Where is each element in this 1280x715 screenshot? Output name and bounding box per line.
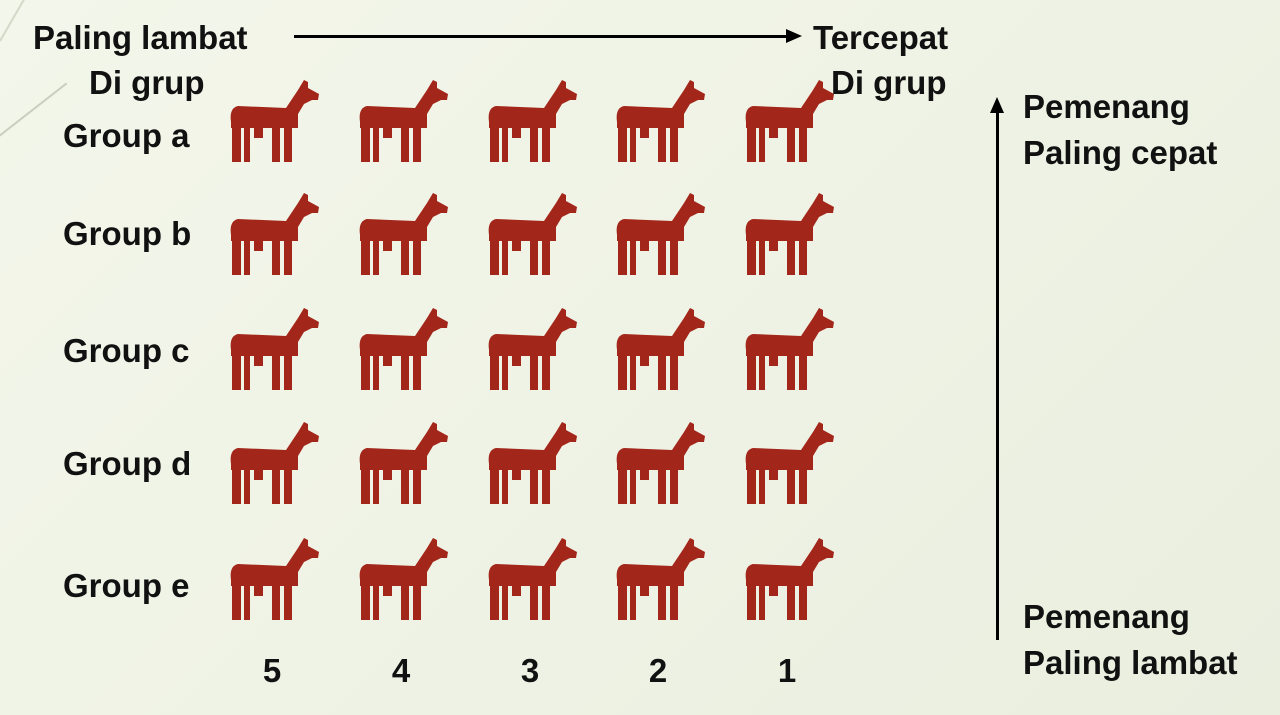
horse-icon (357, 78, 449, 164)
horse-icon (228, 306, 320, 392)
horse-icon (357, 536, 449, 622)
group-label-b: Group b (63, 215, 192, 252)
rank-label-5: 5 (262, 652, 282, 689)
horse-icon (228, 536, 320, 622)
horse-icon (357, 420, 449, 506)
rank-label-2: 2 (648, 652, 668, 689)
vertical-arrow-line (996, 110, 999, 640)
horse-icon (743, 191, 835, 277)
horse-icon (486, 420, 578, 506)
fastest-label-line2: Di grup (831, 64, 947, 101)
horse-icon (743, 420, 835, 506)
horse-icon (614, 306, 706, 392)
slowest-winner-label-line2: Paling lambat (1023, 644, 1238, 681)
horse-icon (614, 420, 706, 506)
group-label-a: Group a (63, 117, 190, 154)
horse-icon (614, 536, 706, 622)
horse-icon (743, 78, 835, 164)
fastest-winner-label-line2: Paling cepat (1023, 134, 1218, 171)
horse-icon (486, 191, 578, 277)
slowest-winner-label-line1: Pemenang (1023, 598, 1190, 635)
decorative-line (0, 82, 68, 152)
group-label-e: Group e (63, 567, 190, 604)
slowest-label-line1: Paling lambat (33, 19, 248, 56)
rank-label-3: 3 (520, 652, 540, 689)
horse-icon (486, 536, 578, 622)
horse-icon (614, 78, 706, 164)
horizontal-arrow-line (294, 35, 794, 38)
horse-icon (743, 306, 835, 392)
horse-icon (228, 420, 320, 506)
horse-icon (614, 191, 706, 277)
fastest-label-line1: Tercepat (813, 19, 949, 56)
group-label-c: Group c (63, 332, 190, 369)
rank-label-4: 4 (391, 652, 411, 689)
arrow-right-icon (786, 29, 802, 43)
slowest-label-line2: Di grup (89, 64, 205, 101)
group-label-d: Group d (63, 445, 192, 482)
arrow-up-icon (990, 97, 1004, 113)
horse-icon (228, 191, 320, 277)
fastest-winner-label-line1: Pemenang (1023, 88, 1190, 125)
horse-icon (486, 306, 578, 392)
horse-icon (486, 78, 578, 164)
horse-icon (357, 191, 449, 277)
decorative-line (0, 0, 31, 42)
horse-icon (357, 306, 449, 392)
rank-label-1: 1 (777, 652, 797, 689)
horse-icon (228, 78, 320, 164)
horse-icon (743, 536, 835, 622)
